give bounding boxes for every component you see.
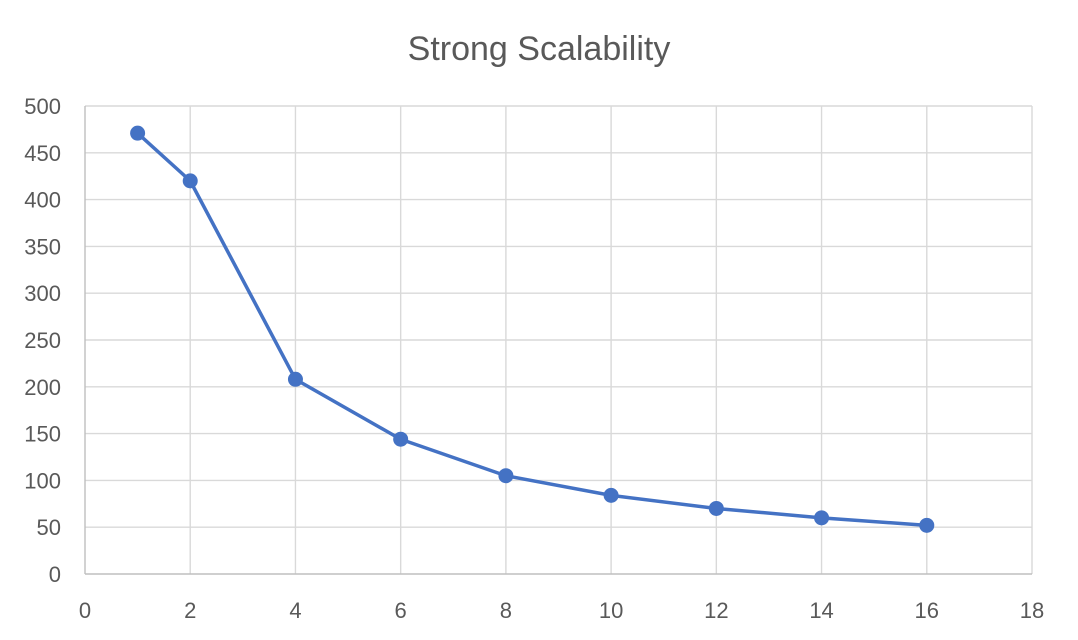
data-point-marker — [287, 371, 303, 387]
data-point-marker — [393, 431, 409, 447]
y-axis-tick-labels: 0 50 100 150 200 250 300 350 400 450 500 — [24, 94, 61, 587]
y-tick-label: 450 — [24, 141, 61, 166]
x-tick-label: 14 — [809, 598, 833, 623]
x-tick-label: 2 — [184, 598, 196, 623]
y-tick-label: 500 — [24, 94, 61, 119]
x-tick-label: 18 — [1020, 598, 1044, 623]
chart-title: Strong Scalability — [408, 30, 671, 68]
y-tick-label: 150 — [24, 422, 61, 447]
data-point-marker — [603, 487, 619, 503]
data-point-marker — [708, 500, 724, 516]
y-tick-label: 200 — [24, 375, 61, 400]
x-tick-label: 0 — [79, 598, 91, 623]
y-tick-label: 300 — [24, 281, 61, 306]
data-point-marker — [130, 125, 146, 141]
axes — [84, 106, 1032, 575]
y-tick-label: 0 — [49, 562, 61, 587]
data-point-marker — [498, 468, 514, 484]
horizontal-gridlines — [85, 105, 1032, 528]
data-point-marker — [919, 517, 935, 533]
y-tick-label: 100 — [24, 468, 61, 493]
y-tick-label: 250 — [24, 328, 61, 353]
x-tick-label: 4 — [289, 598, 301, 623]
x-tick-label: 12 — [704, 598, 728, 623]
x-tick-label: 8 — [500, 598, 512, 623]
series-line — [135, 131, 929, 528]
data-point-marker — [182, 173, 198, 189]
x-tick-label: 16 — [915, 598, 939, 623]
y-tick-label: 350 — [24, 234, 61, 259]
data-series — [130, 125, 935, 533]
data-point-marker — [814, 510, 830, 526]
x-tick-label: 10 — [599, 598, 623, 623]
x-axis-tick-labels: 0 2 4 6 8 10 12 14 16 18 — [79, 598, 1044, 623]
y-tick-label: 400 — [24, 188, 61, 213]
y-tick-label: 50 — [37, 515, 61, 540]
x-tick-label: 6 — [395, 598, 407, 623]
